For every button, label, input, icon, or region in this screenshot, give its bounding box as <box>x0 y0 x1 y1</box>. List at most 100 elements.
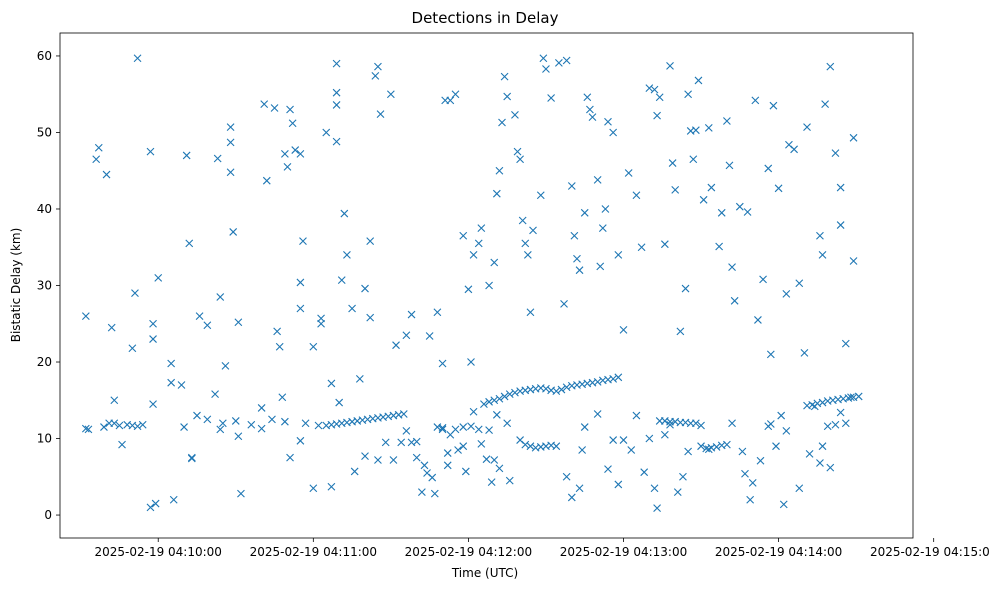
data-point <box>766 350 775 359</box>
data-point <box>779 500 788 509</box>
data-point <box>604 465 612 474</box>
data-point <box>417 488 426 496</box>
data-point <box>169 495 178 504</box>
data-point <box>203 415 212 424</box>
data-point <box>451 90 460 99</box>
data-point <box>430 489 439 498</box>
data-point <box>653 504 661 513</box>
data-point <box>596 262 605 271</box>
y-tick-label: 50 <box>37 125 52 139</box>
data-point <box>485 397 493 406</box>
data-point <box>167 359 176 368</box>
data-point <box>218 419 227 428</box>
data-point <box>301 419 310 428</box>
data-point <box>469 407 478 416</box>
data-point <box>746 495 755 504</box>
data-point <box>580 208 589 217</box>
data-point <box>588 113 597 122</box>
data-point <box>526 442 535 451</box>
data-point <box>399 410 408 418</box>
data-point <box>810 402 819 411</box>
data-point <box>637 243 646 252</box>
data-point <box>694 76 703 85</box>
data-point <box>355 374 364 383</box>
data-point <box>831 149 840 158</box>
data-point <box>402 426 411 435</box>
data-point <box>288 119 297 128</box>
data-point <box>790 145 798 154</box>
data-point <box>490 258 499 267</box>
data-point <box>420 461 429 470</box>
data-point <box>138 420 147 429</box>
data-point <box>348 304 356 313</box>
data-point <box>704 445 713 454</box>
data-point <box>322 128 331 137</box>
data-point <box>539 54 548 63</box>
data-point <box>332 137 341 146</box>
data-point <box>772 442 780 451</box>
data-point <box>474 425 483 434</box>
data-point <box>477 439 486 448</box>
data-point <box>461 467 470 476</box>
data-point <box>459 231 468 240</box>
data-point <box>182 151 191 160</box>
data-point <box>389 456 398 464</box>
data-point <box>562 383 571 392</box>
data-point <box>660 430 669 439</box>
plot-frame <box>59 32 914 539</box>
data-point <box>808 400 817 409</box>
data-point <box>782 290 791 298</box>
data-point <box>536 191 545 200</box>
data-point <box>666 420 674 429</box>
data-point <box>234 318 243 327</box>
data-point <box>741 469 749 478</box>
data-point <box>226 168 235 177</box>
data-point <box>542 65 550 73</box>
data-point <box>374 62 382 71</box>
data-point <box>81 312 90 320</box>
data-point <box>691 126 700 135</box>
data-point <box>699 195 708 204</box>
data-point <box>777 411 786 420</box>
data-point <box>443 461 452 470</box>
data-point <box>673 488 682 496</box>
data-point <box>735 202 744 211</box>
data-point <box>221 361 230 370</box>
data-point <box>229 228 238 236</box>
data-point <box>526 308 535 317</box>
data-point <box>816 231 824 240</box>
data-point <box>332 88 341 97</box>
data-point <box>769 101 778 110</box>
data-point <box>518 216 527 225</box>
data-point <box>469 251 478 259</box>
data-point <box>133 422 142 431</box>
data-point <box>193 411 201 420</box>
data-point <box>712 443 721 451</box>
data-point <box>684 447 693 456</box>
data-point <box>446 430 455 439</box>
data-point <box>454 446 462 454</box>
data-point <box>854 392 863 401</box>
data-point <box>601 205 610 213</box>
data-point <box>273 327 282 336</box>
data-point <box>743 208 752 216</box>
data-point <box>131 289 139 298</box>
data-point <box>511 388 519 397</box>
data-point <box>94 143 103 152</box>
data-point <box>650 484 659 493</box>
data-point <box>666 62 674 70</box>
data-point <box>823 422 832 431</box>
data-point <box>500 72 509 81</box>
data-point <box>317 319 325 328</box>
x-tick-label: 2025-02-19 04:12:00 <box>405 545 532 559</box>
data-point <box>573 254 581 263</box>
data-point <box>100 423 108 431</box>
data-point <box>619 325 628 334</box>
data-point <box>593 378 602 386</box>
x-axis-label: Time (UTC) <box>451 566 518 580</box>
data-point <box>332 59 341 68</box>
data-point <box>645 434 654 443</box>
data-point <box>782 426 791 435</box>
data-point <box>697 421 705 430</box>
data-point <box>730 296 739 305</box>
